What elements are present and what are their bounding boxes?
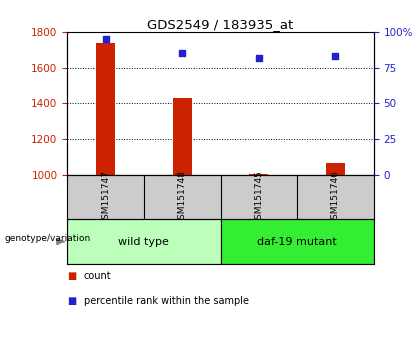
Text: GSM151747: GSM151747 <box>101 170 110 224</box>
Title: GDS2549 / 183935_at: GDS2549 / 183935_at <box>147 18 294 31</box>
Bar <box>249 173 268 175</box>
Bar <box>326 163 345 175</box>
Text: percentile rank within the sample: percentile rank within the sample <box>84 296 249 306</box>
Text: ■: ■ <box>67 296 76 306</box>
Bar <box>67 219 220 264</box>
Point <box>255 55 262 61</box>
Bar <box>220 219 374 264</box>
Text: GSM151748: GSM151748 <box>178 170 186 224</box>
Point <box>102 36 109 42</box>
Text: wild type: wild type <box>118 236 169 247</box>
Text: ■: ■ <box>67 271 76 281</box>
Text: GSM151745: GSM151745 <box>255 170 263 224</box>
Bar <box>173 98 192 175</box>
Point <box>179 51 186 56</box>
Text: genotype/variation: genotype/variation <box>4 234 90 242</box>
Point <box>332 53 339 59</box>
Text: daf-19 mutant: daf-19 mutant <box>257 236 337 247</box>
Text: count: count <box>84 271 112 281</box>
Bar <box>96 42 115 175</box>
Text: GSM151746: GSM151746 <box>331 170 340 224</box>
